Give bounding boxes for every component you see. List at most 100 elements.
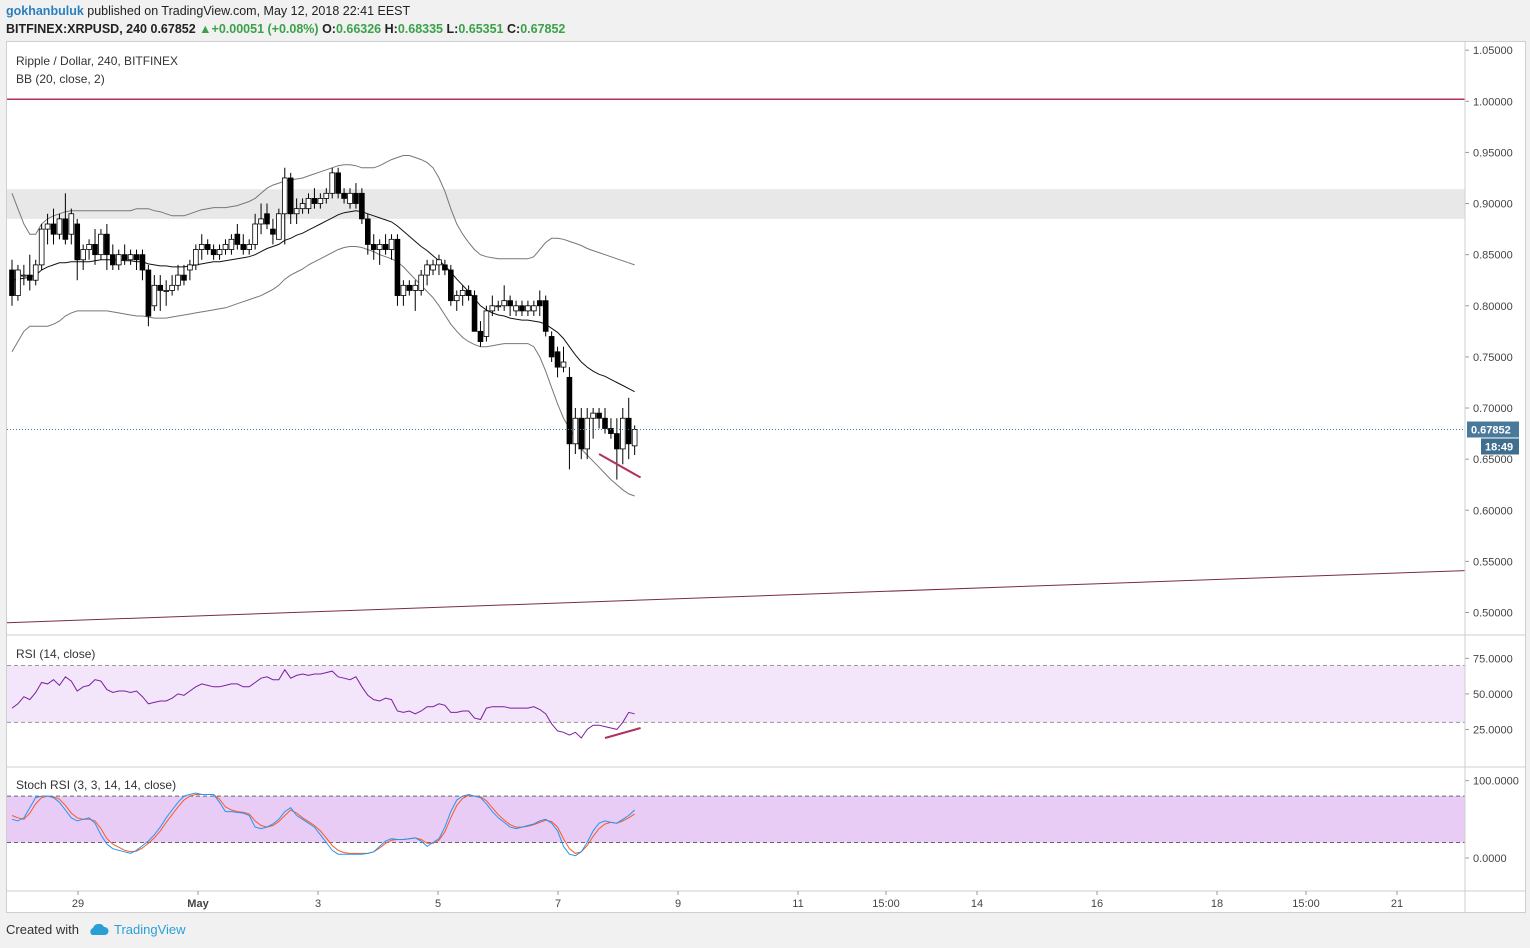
open-label: O: (322, 22, 336, 36)
low-value: 0.65351 (458, 22, 504, 36)
candle-down (9, 269, 15, 296)
time-tick-label: 16 (1091, 898, 1103, 910)
stoch-rsi-pane[interactable]: 100.0000 0.0000 (7, 776, 1519, 865)
candle-up (32, 264, 39, 281)
price-tick-label: 0.50000 (1473, 608, 1513, 620)
candle-up (329, 172, 336, 194)
main-title: Ripple / Dollar, 240, BITFINEX (16, 54, 178, 68)
bb-upper-band (11, 155, 635, 266)
candle-down (608, 428, 614, 434)
time-tick-label: 11 (792, 898, 803, 910)
footer: Created with TradingView (6, 922, 186, 937)
candle-up (323, 192, 330, 199)
close-value: 0.67852 (520, 22, 566, 36)
price-tick-label: 1.05000 (1473, 45, 1513, 57)
candle-up (453, 295, 460, 302)
candle-up (216, 249, 223, 256)
price-pane[interactable]: 1.05000 1.00000 0.95000 0.90000 0.85000 0.800… (6, 45, 1519, 624)
candle-down (602, 417, 608, 429)
candle-up (86, 244, 92, 250)
chart-canvas[interactable]: 1.05000 1.00000 0.95000 0.90000 0.85000 0.800… (6, 42, 1525, 912)
high-label: H: (384, 22, 398, 36)
time-tick-label: 18 (1211, 898, 1223, 910)
candle-up (305, 198, 312, 210)
candle-down (133, 254, 140, 261)
time-tick-label: 7 (555, 898, 561, 910)
rsi-divergence-line (604, 727, 641, 739)
candle-down (204, 244, 211, 250)
candle-up (489, 305, 496, 312)
countdown-text: 18:49 (1485, 441, 1513, 453)
author-link[interactable]: gokhanbuluk (6, 4, 84, 18)
candle-up (163, 290, 169, 292)
candle-up (38, 228, 45, 266)
cloud-icon (90, 923, 109, 935)
candle-up (631, 429, 638, 447)
candle-down (578, 417, 585, 450)
chart-frame[interactable]: 1.05000 1.00000 0.95000 0.90000 0.85000 0.800… (6, 41, 1526, 913)
rsi-line (11, 668, 635, 739)
candle-down (92, 244, 98, 256)
support-trendline (6, 570, 1466, 624)
candle-down (50, 223, 57, 235)
candle-up (388, 238, 395, 250)
candle-up (193, 249, 199, 266)
bb-indicator-label: BB (20, close, 2) (16, 72, 105, 86)
candle-down (465, 290, 472, 296)
candle-down (341, 192, 347, 199)
candle-down (121, 254, 128, 261)
price-tick-label: 0.75000 (1473, 352, 1513, 364)
published-text: published on TradingView.com, May 12, 20… (87, 4, 411, 18)
candle-up (560, 361, 567, 368)
candle-down (181, 274, 187, 281)
candle-up (459, 290, 466, 296)
candle-down (335, 172, 341, 194)
candle-up (572, 417, 579, 445)
candle-up (293, 208, 300, 215)
candle-down (104, 233, 110, 256)
candle-down (240, 244, 247, 250)
price-divergence-line (598, 453, 642, 479)
candle-up (501, 300, 507, 307)
candle-down (394, 238, 401, 296)
bb-lower-band (11, 246, 635, 497)
candle-up (347, 192, 353, 204)
price-tick-label: 0.65000 (1473, 454, 1513, 466)
candle-up (513, 305, 519, 312)
candle-down (139, 254, 146, 271)
candle-down (519, 305, 525, 312)
candle-down (359, 192, 365, 220)
candle-up (222, 244, 229, 250)
rsi-tick-label: 75.0000 (1473, 653, 1513, 665)
candle-up (619, 417, 626, 450)
time-tick-label: 21 (1391, 898, 1403, 910)
candle-up (44, 223, 51, 230)
rsi-pane[interactable]: 75.0000 50.0000 25.0000 (7, 653, 1513, 739)
last-price-badge-text: 0.67852 (1471, 424, 1511, 436)
stoch-band (7, 796, 1465, 843)
resistance-zone (7, 189, 1465, 219)
candle-down (625, 417, 632, 445)
candle-down (477, 330, 484, 342)
low-label: L: (446, 22, 459, 36)
candle-down (542, 300, 549, 332)
candle-up (590, 412, 596, 419)
up-triangle-icon: ▲ (199, 22, 212, 36)
stoch-k-line (11, 792, 635, 857)
candle-up (187, 264, 193, 271)
candle-down (471, 295, 478, 332)
candle-up (127, 254, 134, 261)
time-tick-label: 5 (435, 898, 441, 910)
candle-up (258, 218, 264, 225)
stoch-rsi-label: Stoch RSI (3, 3, 14, 14, close) (16, 778, 176, 792)
candle-up (436, 259, 442, 266)
tradingview-logo[interactable]: TradingView (87, 922, 186, 937)
candle-down (26, 274, 33, 281)
rsi-label: RSI (14, close) (16, 647, 95, 661)
candle-down (554, 351, 561, 368)
axes[interactable]: 29 May 3 5 7 9 11 15:00 14 16 18 15:00 21 (7, 42, 1525, 912)
candle-up (169, 284, 175, 291)
candle-up (56, 218, 63, 235)
candle-down (353, 192, 359, 204)
candle-down (536, 300, 543, 307)
